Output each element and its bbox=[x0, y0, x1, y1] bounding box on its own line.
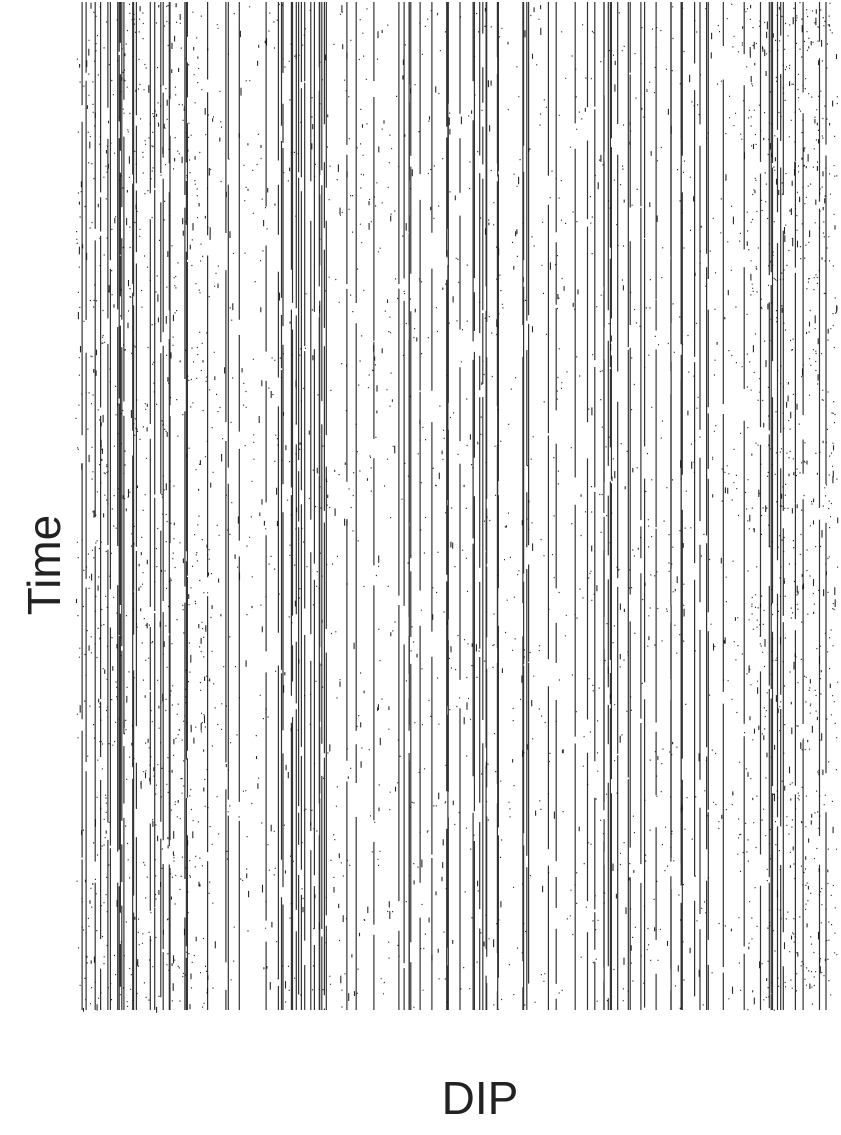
noise-dots bbox=[75, 2, 839, 1013]
seismic-texture bbox=[75, 2, 839, 1013]
y-axis-label: Time bbox=[18, 515, 70, 616]
x-axis-label: DIP bbox=[442, 1072, 519, 1124]
trace-lines bbox=[81, 2, 827, 1010]
